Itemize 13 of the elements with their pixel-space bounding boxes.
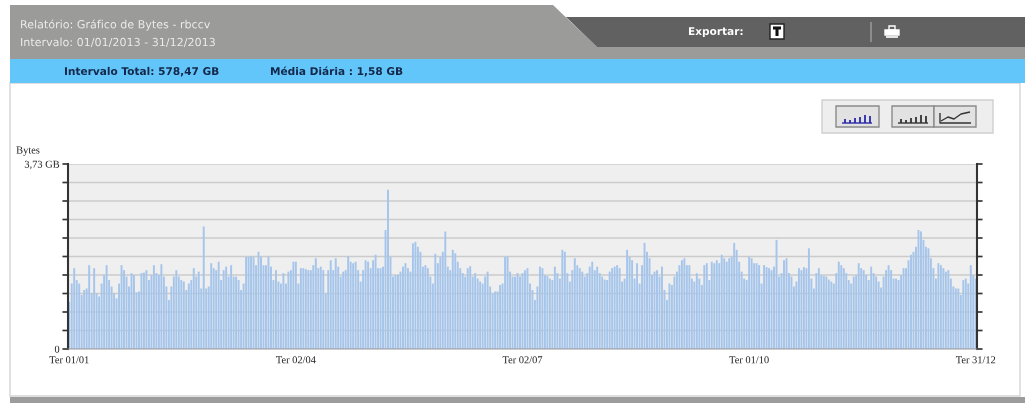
x-tick-label: Ter 31/12 xyxy=(955,356,996,364)
y-tick-label: 3,73 GB xyxy=(24,160,60,170)
x-tick-label: Ter 01/10 xyxy=(729,356,769,364)
chart-subtitle: Intervalo: 01/01/2013 - 31/12/2013 xyxy=(21,37,215,48)
chart-title: Relatório: Gráfico de Bytes - rbccv xyxy=(21,19,211,31)
x-tick-label: Ter 01/01 xyxy=(49,356,89,364)
x-tick-label: Ter 02/07 xyxy=(502,356,543,364)
text: Intervalo Total: 578,47 GB xyxy=(64,66,219,77)
text: Média Diária : 1,58 GB xyxy=(270,66,403,77)
y-tick-label: 0 xyxy=(54,345,60,353)
text: Exportar: xyxy=(688,27,743,38)
y-axis-title: Bytes xyxy=(16,146,40,156)
x-tick-label: Ter 02/04 xyxy=(276,356,316,364)
